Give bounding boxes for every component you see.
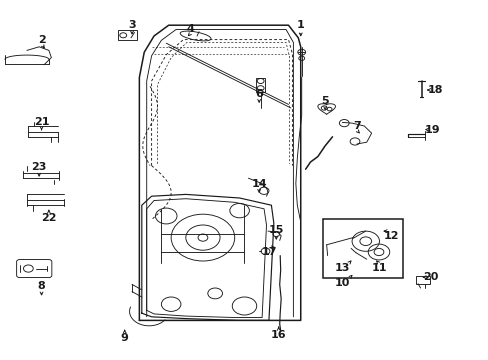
Text: 19: 19 xyxy=(424,125,440,135)
Text: 17: 17 xyxy=(261,247,276,257)
Text: 11: 11 xyxy=(370,263,386,273)
Text: 6: 6 xyxy=(255,89,263,99)
Text: 1: 1 xyxy=(296,20,304,30)
Text: 18: 18 xyxy=(427,85,442,95)
Text: 23: 23 xyxy=(31,162,47,172)
Bar xyxy=(256,78,264,92)
Text: 4: 4 xyxy=(186,24,194,34)
Text: 5: 5 xyxy=(321,96,328,106)
Text: 10: 10 xyxy=(334,278,349,288)
Text: 3: 3 xyxy=(128,20,136,30)
Text: 9: 9 xyxy=(121,333,128,343)
Text: 13: 13 xyxy=(334,263,349,273)
Text: 2: 2 xyxy=(38,35,45,45)
Text: 7: 7 xyxy=(352,121,360,131)
Text: 22: 22 xyxy=(41,213,57,223)
Text: 20: 20 xyxy=(422,272,437,282)
Text: 8: 8 xyxy=(38,281,45,291)
Text: 14: 14 xyxy=(251,179,266,189)
Text: 12: 12 xyxy=(383,231,398,241)
Bar xyxy=(322,219,403,278)
Text: 16: 16 xyxy=(270,330,286,340)
Text: 15: 15 xyxy=(268,225,284,235)
Text: 21: 21 xyxy=(34,117,49,127)
